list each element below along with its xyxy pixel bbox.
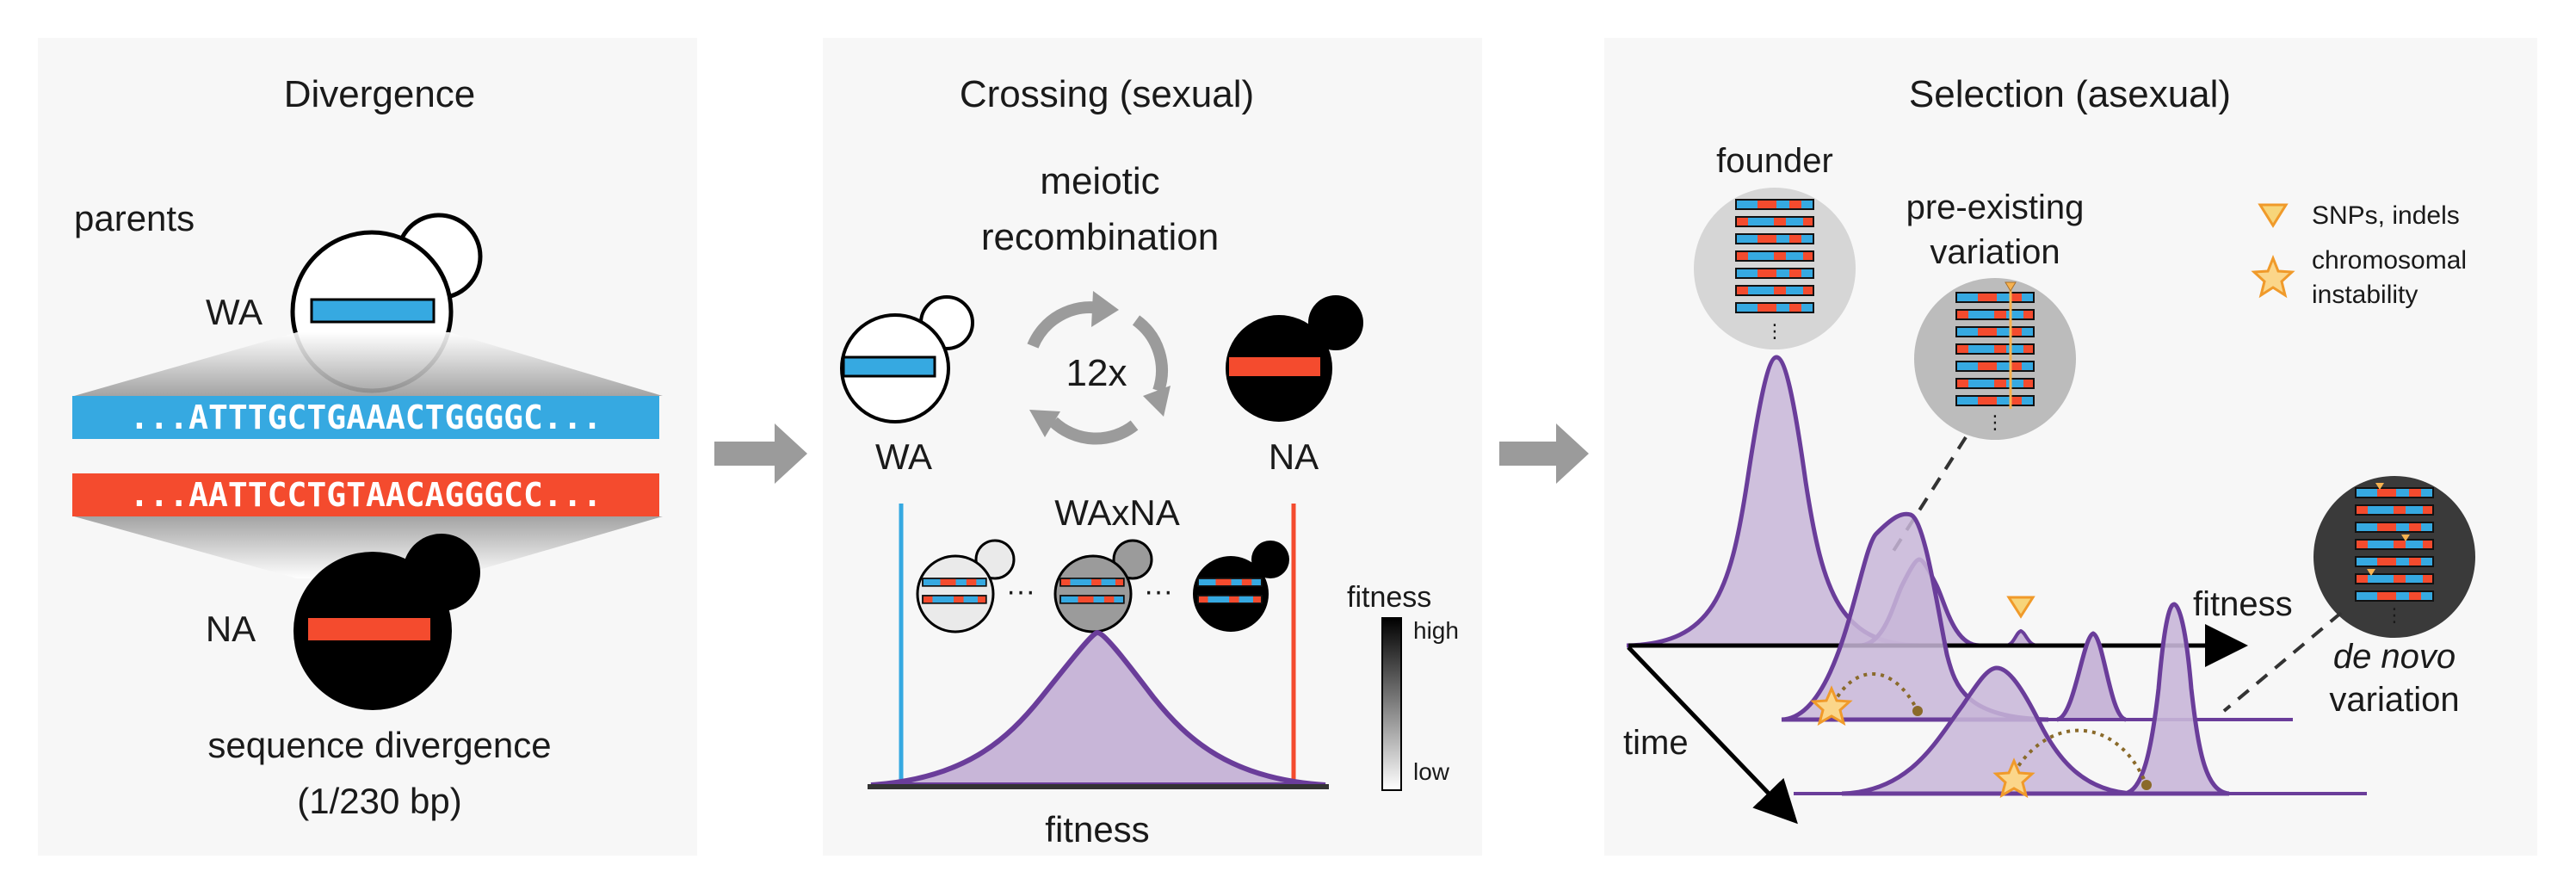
na-parent-cell xyxy=(293,534,480,710)
selection-time-axis xyxy=(1627,646,1798,825)
crossing-title: Crossing (sexual) xyxy=(960,73,1254,115)
recombination-label: recombination xyxy=(981,216,1219,258)
t3-recombination-arc xyxy=(2012,728,2148,786)
chromosomal-legend-icon xyxy=(2251,254,2295,299)
density-t1-founder xyxy=(1626,355,1920,648)
hybrid-cell-light xyxy=(916,539,1016,634)
hybrid-label: WAxNA xyxy=(1054,492,1179,533)
density-t1-snp-marker xyxy=(2006,596,2035,619)
hybrid-ellipsis-1: ··· xyxy=(1006,575,1035,608)
density-t3-selected-peak xyxy=(2123,602,2230,796)
na-sequence-bar xyxy=(72,473,659,516)
denovo-label-line1: de novo xyxy=(2333,638,2456,676)
t2-recombination-arc xyxy=(1832,672,1919,712)
svg-text:⋮: ⋮ xyxy=(1765,320,1784,342)
cycle-arrowheads xyxy=(1029,291,1171,437)
density-t2-distribution xyxy=(1781,511,2049,722)
denovo-variation-bubble: ⋮ xyxy=(2313,476,2475,638)
selection-time-axis-label: time xyxy=(1623,724,1689,762)
colorbar-low-label: low xyxy=(1413,758,1450,785)
denovo-label-line2: variation xyxy=(2329,681,2459,719)
t3-chromosomal-star xyxy=(1992,757,2035,799)
wa-sequence-text: ...ATTTGCTGAAACTGGGGC... xyxy=(129,399,602,436)
hybrid-cell-dark xyxy=(1193,541,1289,632)
denovo-pointer xyxy=(2222,611,2343,713)
divergence-title: Divergence xyxy=(284,73,476,115)
wa-cross-label: WA xyxy=(875,436,932,477)
hybrid-fitness-distribution xyxy=(870,629,1326,788)
wa-parent-label: WA xyxy=(206,292,263,332)
founder-label: founder xyxy=(1716,142,1833,180)
meiotic-label: meiotic xyxy=(1040,160,1159,202)
colorbar-high-label: high xyxy=(1413,617,1459,644)
na-cross-label: NA xyxy=(1269,436,1319,477)
cycle-count: 12x xyxy=(1066,352,1127,394)
zoom-shading-bottom xyxy=(74,516,663,578)
colorbar-title: fitness xyxy=(1347,581,1431,614)
colorbar xyxy=(1381,617,1402,791)
na-sequence-text: ...AATTCCTGTAACAGGGCC... xyxy=(129,476,602,514)
crossing-fitness-axis-label: fitness xyxy=(1045,809,1149,850)
transition-arrow-2 xyxy=(1499,423,1589,484)
wa-sequence-bar xyxy=(72,396,659,439)
selection-title: Selection (asexual) xyxy=(1909,73,2231,115)
svg-text:⋮: ⋮ xyxy=(1986,411,2005,433)
divergence-caption-line2: (1/230 bp) xyxy=(297,781,461,821)
t2-chromosomal-star xyxy=(1810,685,1853,726)
hybrid-cell-medium xyxy=(1053,539,1153,634)
na-cross-cell xyxy=(1226,295,1363,422)
recombination-cycle-icon xyxy=(1027,301,1168,445)
preexisting-label-line1: pre-existing xyxy=(1906,189,2085,226)
t3-arc-endpoint xyxy=(2141,780,2152,790)
chromosomal-legend-line1: chromosomal xyxy=(2312,246,2467,275)
hybrid-ellipsis-2: ··· xyxy=(1144,575,1173,608)
founder-bubble: ⋮ xyxy=(1694,188,1856,349)
snp-legend-label: SNPs, indels xyxy=(2312,201,2460,230)
transition-arrow-1 xyxy=(714,423,807,484)
preexisting-label-line2: variation xyxy=(1930,233,2060,271)
parents-label: parents xyxy=(74,198,195,238)
zoom-shading-top xyxy=(74,332,663,396)
chromosomal-legend-line2: instability xyxy=(2312,281,2418,309)
t2-arc-endpoint xyxy=(1912,706,1923,716)
density-t1-snp-peak xyxy=(2005,628,2039,647)
panel-divergence xyxy=(38,38,697,856)
density-t2-peak xyxy=(2055,631,2128,722)
density-t3-distribution xyxy=(1841,665,2135,796)
preexisting-variation-bubble: ⋮ xyxy=(1914,278,2076,440)
selection-fitness-axis-label: fitness xyxy=(2193,585,2293,623)
svg-text:⋮: ⋮ xyxy=(2385,604,2404,626)
na-parent-label: NA xyxy=(206,609,256,649)
divergence-caption-line1: sequence divergence xyxy=(207,725,551,765)
snp-legend-icon xyxy=(2258,203,2289,228)
wa-cross-cell xyxy=(840,295,974,423)
